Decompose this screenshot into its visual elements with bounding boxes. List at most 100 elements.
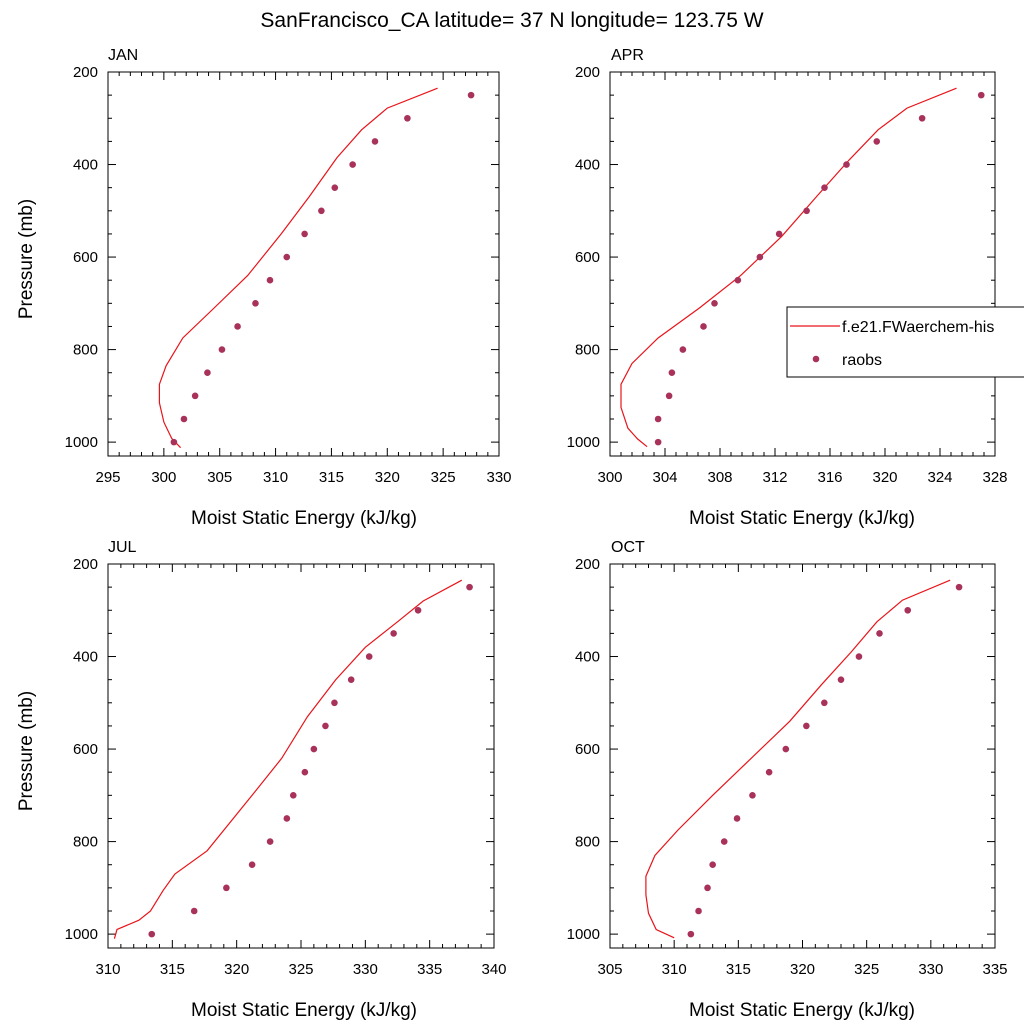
legend: f.e21.FWaerchem-his raobs [786,306,1024,378]
raobs-point [734,276,742,284]
x-tick-label: 328 [982,469,1007,486]
raobs-point [782,745,790,753]
y-tick-label: 400 [575,157,600,174]
y-tick-label: 600 [575,741,600,758]
raobs-point [855,653,863,660]
x-tick-label: 295 [95,469,120,486]
y-tick-label: 1000 [65,926,98,943]
raobs-point [266,838,274,845]
raobs-point [322,722,329,730]
x-tick-label: 320 [375,469,400,486]
raobs-point [873,138,881,145]
plot-frame [107,71,500,457]
raobs-point [414,606,422,614]
plot-frame [609,71,996,457]
plot-frame [609,563,996,949]
raobs-point [318,207,325,215]
raobs-point [283,253,291,261]
raobs-point [711,300,718,307]
legend-dot-swatch [812,355,820,363]
y-axis-label: Pressure (mb) [16,199,37,319]
raobs-point [331,699,338,707]
x-tick-label: 300 [597,469,622,486]
panel-title: JUL [108,539,137,556]
y-tick-label: 600 [73,741,98,758]
y-tick-label: 400 [575,649,600,666]
raobs-point [654,415,662,423]
raobs-point [749,792,756,799]
panel-title: JAN [108,47,138,64]
raobs-point [977,91,985,99]
y-axis-label: Pressure (mb) [16,691,37,811]
raobs-point [700,323,707,330]
x-tick-label: 335 [417,961,442,978]
x-tick-label: 315 [160,961,185,978]
raobs-point [248,861,256,869]
raobs-point [765,768,773,776]
raobs-point [223,884,230,892]
x-tick-label: 340 [481,961,506,978]
x-tick-label: 330 [918,961,943,978]
x-tick-label: 325 [431,469,456,486]
raobs-point [843,161,850,168]
raobs-point [756,253,764,261]
y-tick-label: 400 [73,649,98,666]
raobs-point [347,676,355,683]
y-tick-label: 800 [575,834,600,851]
raobs-point [733,815,741,822]
raobs-point [301,230,308,238]
panel-jan: JAN Moist Static Energy (kJ/kg) Pressure… [16,47,512,529]
panel-jul: JUL Moist Static Energy (kJ/kg) Pressure… [16,539,507,1021]
x-tick-label: 304 [652,469,677,486]
x-tick-label: 316 [817,469,842,486]
raobs-point [720,838,728,845]
raobs-point [687,930,695,938]
raobs-point [876,630,883,637]
model-profile-line [620,87,957,448]
x-tick-label: 325 [288,961,313,978]
y-tick-label: 400 [73,157,98,174]
raobs-point [234,323,241,330]
raobs-point [170,438,178,446]
raobs-point [331,184,339,191]
x-tick-label: 315 [319,469,344,486]
x-tick-label: 300 [151,469,176,486]
raobs-point [252,300,259,307]
legend-model-label: f.e21.FWaerchem-his [842,319,994,336]
x-axis-label: Moist Static Energy (kJ/kg) [689,1000,915,1021]
raobs-point [955,583,963,591]
y-tick-label: 800 [575,342,600,359]
raobs-point [904,606,912,614]
raobs-point [665,392,673,400]
x-tick-label: 335 [982,961,1007,978]
x-tick-label: 310 [263,469,288,486]
raobs-point [668,369,676,377]
x-tick-label: 320 [224,961,249,978]
panel-title: OCT [611,539,645,556]
y-tick-label: 600 [575,249,600,266]
raobs-point [204,369,211,377]
y-tick-label: 800 [73,342,98,359]
raobs-point [148,930,156,938]
x-tick-label: 325 [854,961,879,978]
y-tick-label: 1000 [65,434,98,451]
panel-title: APR [611,47,644,64]
raobs-point [191,392,199,400]
x-tick-label: 330 [353,961,378,978]
raobs-point [837,676,845,683]
x-tick-label: 308 [707,469,732,486]
y-tick-label: 800 [73,834,98,851]
x-tick-label: 305 [597,961,622,978]
raobs-point [821,184,828,191]
model-profile-line [158,87,438,449]
x-tick-label: 312 [762,469,787,486]
raobs-point [775,230,783,238]
x-tick-label: 310 [95,961,120,978]
plot-frame [107,563,495,949]
y-tick-label: 1000 [567,926,600,943]
x-tick-label: 310 [662,961,687,978]
y-tick-label: 1000 [567,434,600,451]
y-tick-label: 200 [73,556,98,573]
x-tick-label: 305 [207,469,232,486]
y-tick-label: 200 [73,64,98,81]
